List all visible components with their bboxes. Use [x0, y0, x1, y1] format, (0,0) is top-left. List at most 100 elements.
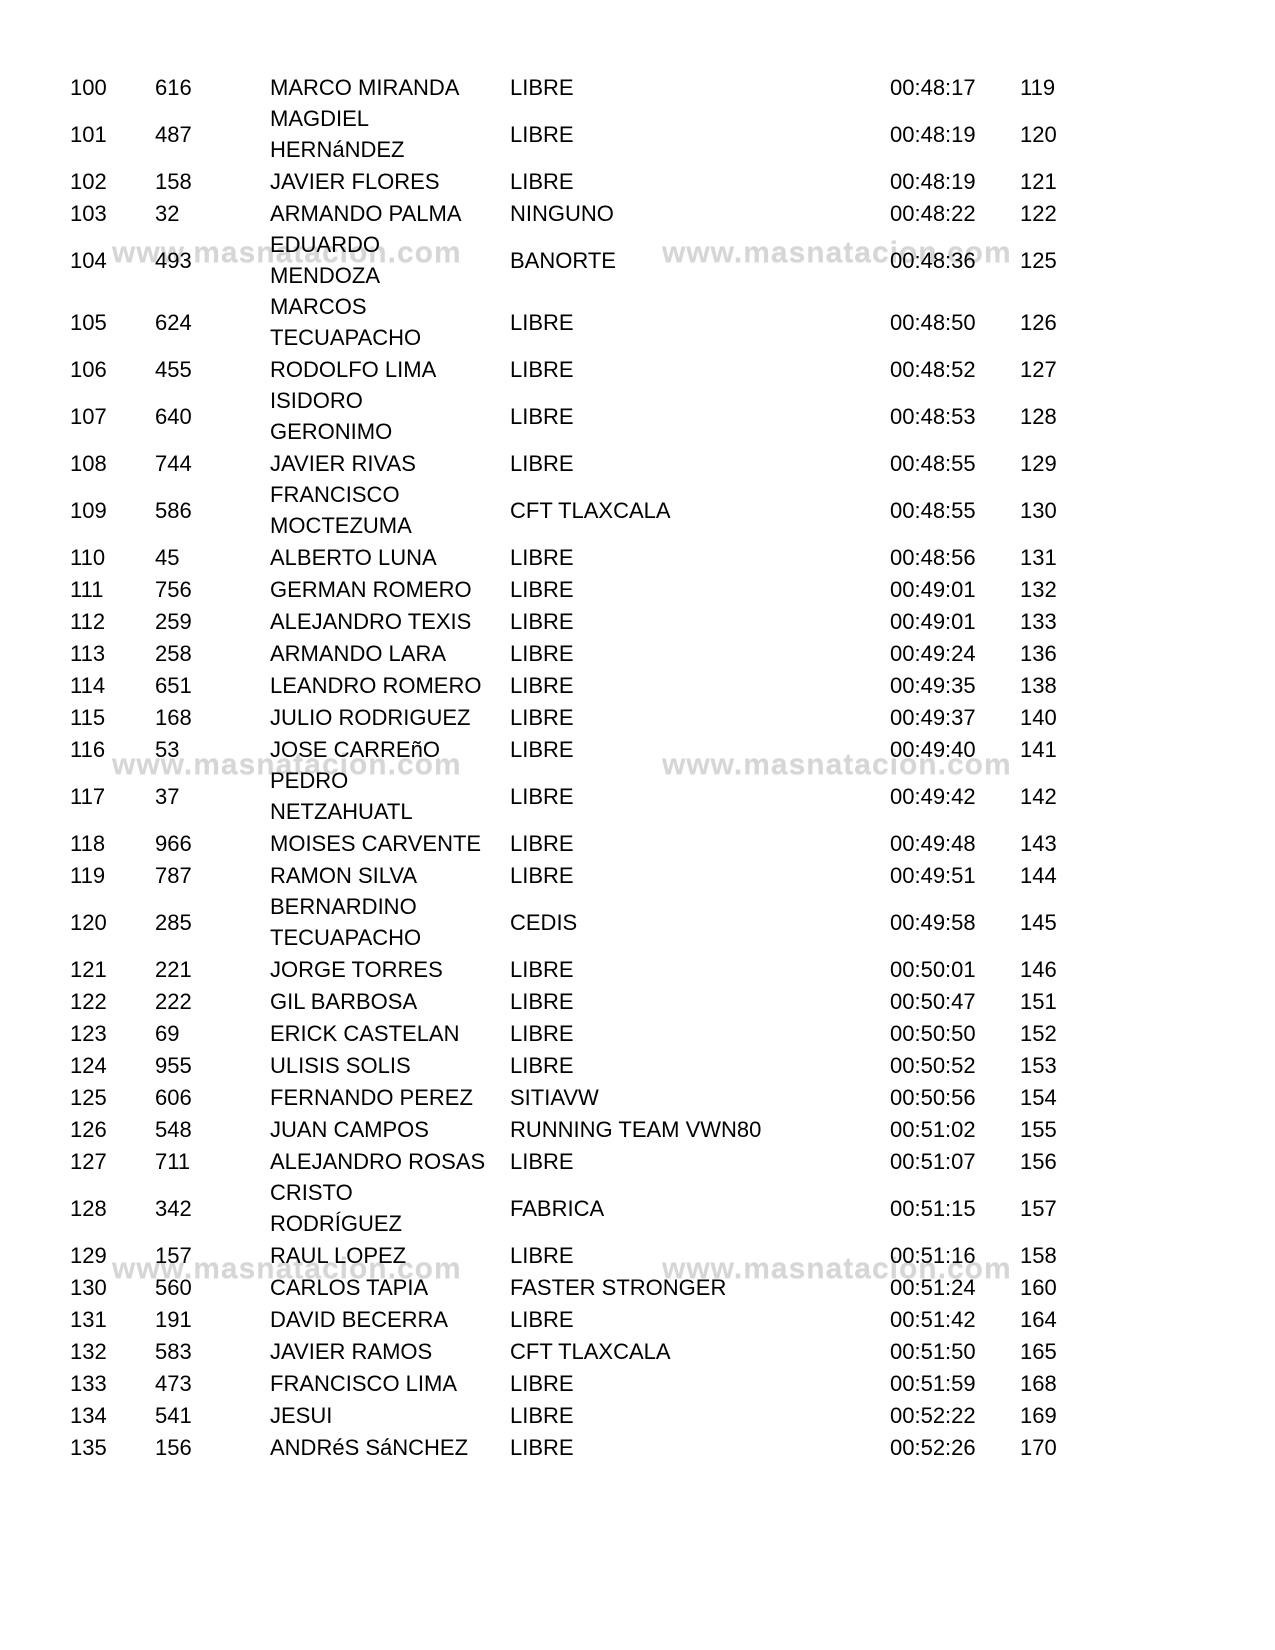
- position-cell: 105: [70, 309, 107, 335]
- runner-name-line: ALEJANDRO ROSAS: [270, 1148, 486, 1174]
- runner-name-line: ALEJANDRO TEXIS: [270, 608, 472, 634]
- time-cell: 00:51:24: [890, 1274, 976, 1300]
- table-row: 101 487 MAGDIEL HERNáNDEZ LIBRE 00:48:19 120: [70, 103, 1075, 165]
- overall-place-cell: 127: [1020, 356, 1057, 382]
- team-cell: LIBRE: [510, 736, 574, 762]
- position-cell: 130: [70, 1274, 107, 1300]
- runner-name-cell: FRANCISCO MOCTEZUMA: [270, 479, 510, 541]
- runner-name-line: ANDRéS SáNCHEZ: [270, 1434, 469, 1460]
- overall-place-cell: 143: [1020, 830, 1057, 856]
- overall-place-cell: 152: [1020, 1020, 1057, 1046]
- table-row: 103 32 ARMANDO PALMA NINGUNO 00:48:22 122: [70, 197, 1075, 229]
- bib-number-cell: 711: [155, 1148, 191, 1174]
- time-cell: 00:52:22: [890, 1402, 976, 1428]
- position-cell: 102: [70, 168, 107, 194]
- table-row: 109 586 FRANCISCO MOCTEZUMA CFT TLAXCALA 00:4…: [70, 479, 1075, 541]
- runner-name-line: FRANCISCO: [270, 482, 400, 507]
- overall-place-cell: 156: [1020, 1148, 1057, 1174]
- time-cell: 00:48:36: [890, 247, 976, 273]
- team-cell: LIBRE: [510, 640, 574, 666]
- bib-number-cell: 616: [155, 74, 192, 100]
- team-cell: RUNNING TEAM VWN80: [510, 1116, 762, 1142]
- position-cell: 129: [70, 1242, 107, 1268]
- time-cell: 00:50:47: [890, 988, 976, 1014]
- team-cell: LIBRE: [510, 1402, 574, 1428]
- runner-name-cell: ERICK CASTELAN: [270, 1018, 510, 1049]
- runner-name-line: ERICK CASTELAN: [270, 1020, 460, 1046]
- bib-number-cell: 285: [155, 909, 192, 935]
- team-cell: LIBRE: [510, 544, 574, 570]
- runner-name-line: CRISTO: [270, 1180, 353, 1205]
- position-cell: 120: [70, 909, 107, 935]
- position-cell: 135: [70, 1434, 107, 1460]
- table-row: 135 156 ANDRéS SáNCHEZ LIBRE 00:52:26 170: [70, 1431, 1075, 1463]
- position-cell: 104: [70, 247, 107, 273]
- table-row: 123 69 ERICK CASTELAN LIBRE 00:50:50 152: [70, 1017, 1075, 1049]
- runner-name-line: MOCTEZUMA: [270, 513, 412, 538]
- position-cell: 114: [70, 672, 106, 698]
- table-row: 111 756 GERMAN ROMERO LIBRE 00:49:01 132: [70, 573, 1075, 605]
- team-cell: FABRICA: [510, 1195, 605, 1221]
- bib-number-cell: 966: [155, 830, 192, 856]
- runner-name-line: LEANDRO ROMERO: [270, 672, 482, 698]
- runner-name-line: JORGE TORRES: [270, 956, 443, 982]
- table-row: 115 168 JULIO RODRIGUEZ LIBRE 00:49:37 140: [70, 701, 1075, 733]
- position-cell: 127: [70, 1148, 107, 1174]
- team-cell: LIBRE: [510, 704, 574, 730]
- time-cell: 00:49:48: [890, 830, 976, 856]
- bib-number-cell: 259: [155, 608, 192, 634]
- table-row: 121 221 JORGE TORRES LIBRE 00:50:01 146: [70, 953, 1075, 985]
- time-cell: 00:49:24: [890, 640, 976, 666]
- runner-name-line: TECUAPACHO: [270, 925, 422, 950]
- position-cell: 121: [70, 956, 107, 982]
- overall-place-cell: 138: [1020, 672, 1057, 698]
- runner-name-cell: JAVIER RAMOS: [270, 1336, 510, 1367]
- runner-name-line: JESUI: [270, 1402, 333, 1428]
- runner-name-cell: MOISES CARVENTE: [270, 828, 510, 859]
- bib-number-cell: 69: [155, 1020, 180, 1046]
- overall-place-cell: 155: [1020, 1116, 1057, 1142]
- bib-number-cell: 541: [155, 1402, 192, 1428]
- table-row: 112 259 ALEJANDRO TEXIS LIBRE 00:49:01 133: [70, 605, 1075, 637]
- position-cell: 123: [70, 1020, 107, 1046]
- team-cell: LIBRE: [510, 403, 574, 429]
- overall-place-cell: 132: [1020, 576, 1057, 602]
- position-cell: 133: [70, 1370, 107, 1396]
- table-row: 116 53 JOSE CARREñO LIBRE 00:49:40 141: [70, 733, 1075, 765]
- runner-name-line: ARMANDO PALMA: [270, 200, 462, 226]
- runner-name-line: ISIDORO: [270, 388, 363, 413]
- bib-number-cell: 744: [155, 450, 192, 476]
- table-row: 128 342 CRISTO RODRÍGUEZ FABRICA 00:51:15 157: [70, 1177, 1075, 1239]
- overall-place-cell: 120: [1020, 121, 1057, 147]
- runner-name-cell: FRANCISCO LIMA: [270, 1368, 510, 1399]
- runner-name-line: EDUARDO: [270, 232, 381, 257]
- position-cell: 112: [70, 608, 106, 634]
- table-row: 133 473 FRANCISCO LIMA LIBRE 00:51:59 168: [70, 1367, 1075, 1399]
- overall-place-cell: 121: [1020, 168, 1057, 194]
- runner-name-line: GIL BARBOSA: [270, 988, 418, 1014]
- time-cell: 00:48:53: [890, 403, 976, 429]
- position-cell: 100: [70, 74, 107, 100]
- table-row: 127 711 ALEJANDRO ROSAS LIBRE 00:51:07 156: [70, 1145, 1075, 1177]
- team-cell: LIBRE: [510, 1242, 574, 1268]
- runner-name-cell: MAGDIEL HERNáNDEZ: [270, 103, 510, 165]
- runner-name-cell: MARCOS TECUAPACHO: [270, 291, 510, 353]
- table-row: 104 493 EDUARDO MENDOZA BANORTE 00:48:36 125: [70, 229, 1075, 291]
- team-cell: LIBRE: [510, 608, 574, 634]
- position-cell: 125: [70, 1084, 107, 1110]
- position-cell: 132: [70, 1338, 107, 1364]
- table-row: 105 624 MARCOS TECUAPACHO LIBRE 00:48:50 126: [70, 291, 1075, 353]
- runner-name-cell: JORGE TORRES: [270, 954, 510, 985]
- runner-name-line: RAUL LOPEZ: [270, 1242, 407, 1268]
- runner-name-line: GERMAN ROMERO: [270, 576, 472, 602]
- table-row: 134 541 JESUI LIBRE 00:52:22 169: [70, 1399, 1075, 1431]
- team-cell: LIBRE: [510, 1370, 574, 1396]
- time-cell: 00:49:01: [890, 576, 976, 602]
- time-cell: 00:50:01: [890, 956, 976, 982]
- runner-name-line: ULISIS SOLIS: [270, 1052, 411, 1078]
- bib-number-cell: 606: [155, 1084, 192, 1110]
- bib-number-cell: 493: [155, 247, 192, 273]
- bib-number-cell: 640: [155, 403, 192, 429]
- position-cell: 116: [70, 736, 106, 762]
- runner-name-cell: JUAN CAMPOS: [270, 1114, 510, 1145]
